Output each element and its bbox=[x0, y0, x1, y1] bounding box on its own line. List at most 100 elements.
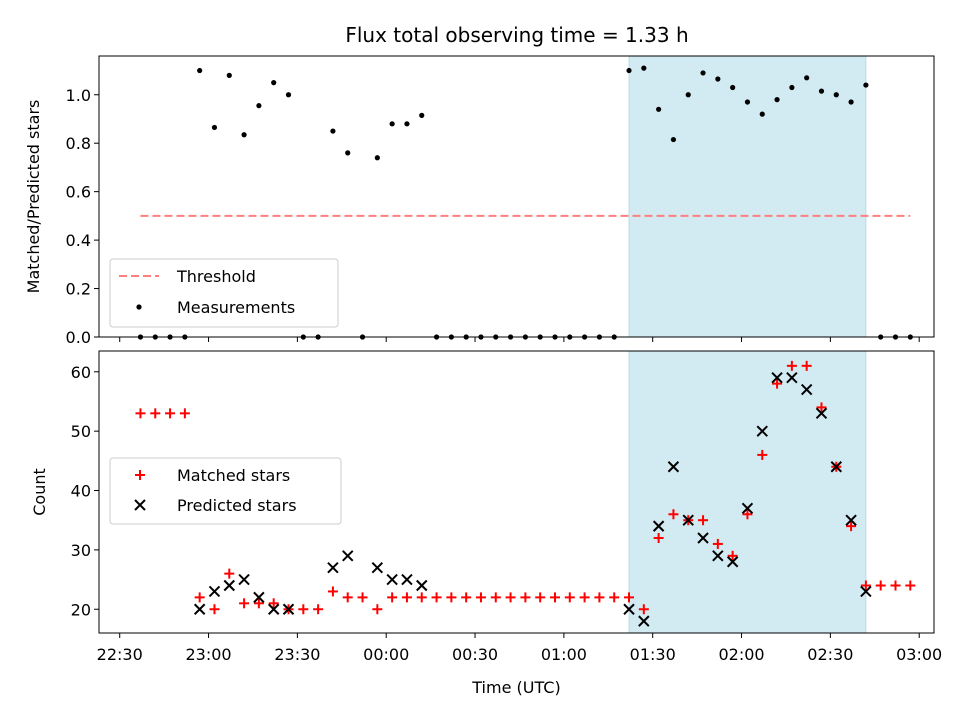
ratio-shaded-region bbox=[628, 55, 867, 338]
predicted-star-point-22-b bbox=[756, 425, 768, 437]
predicted-star-point-17 bbox=[682, 514, 694, 526]
matched-star-point-19 bbox=[416, 592, 427, 603]
matched-star-point-16 bbox=[372, 604, 383, 615]
measurement-point-48 bbox=[848, 99, 854, 105]
measurement-point-4 bbox=[197, 67, 203, 74]
matched-star-point-40 bbox=[727, 550, 738, 561]
predicted-star-point-5 bbox=[267, 603, 280, 615]
count-ytick-label-3: 50 bbox=[71, 422, 91, 441]
bot-legend-box bbox=[109, 457, 342, 525]
time-x-axis-label: Time (UTC) bbox=[471, 678, 560, 697]
predicted-star-point-1-b bbox=[208, 585, 221, 598]
count-y-axis: 20 30 40 50 60 bbox=[71, 363, 99, 619]
measurement-point-10 bbox=[285, 92, 292, 98]
count-ytick-label-2: 40 bbox=[71, 482, 91, 501]
matched-star-point-33 bbox=[624, 592, 635, 603]
predicted-star-point-15 bbox=[652, 520, 665, 532]
measurement-point-38 bbox=[700, 70, 706, 76]
predicted-star-point-12 bbox=[416, 579, 428, 592]
predicted-star-point-5-b bbox=[267, 603, 280, 615]
matched-star-point-26 bbox=[520, 592, 531, 603]
matched-star-point-25 bbox=[505, 592, 516, 603]
count-ytick-label-4: 60 bbox=[71, 363, 91, 382]
legend-matched-label: Matched stars bbox=[177, 466, 290, 485]
count-series-layer bbox=[135, 360, 916, 627]
measurement-point-14 bbox=[345, 150, 351, 156]
predicted-star-point-8-b bbox=[342, 550, 354, 562]
predicted-star-point-25-b bbox=[800, 383, 813, 396]
matched-star-point-41 bbox=[742, 509, 753, 520]
legend-predicted-label: Predicted stars bbox=[177, 496, 297, 515]
matched-star-point-30 bbox=[579, 592, 590, 603]
matched-star-point-32 bbox=[609, 592, 620, 603]
matched-star-point-44 bbox=[786, 360, 797, 371]
measurement-point-39 bbox=[715, 76, 721, 82]
predicted-star-point-14 bbox=[638, 615, 650, 627]
ratio-panel: 0.0 0.2 0.4 0.6 0.8 1.0 Matched/Predicted sta… bbox=[24, 55, 935, 347]
predicted-star-point-22 bbox=[756, 425, 768, 437]
matched-star-point-5 bbox=[209, 604, 220, 615]
predicted-star-point-24 bbox=[786, 372, 798, 384]
matched-star-point-51 bbox=[890, 580, 901, 591]
measurement-point-43 bbox=[774, 97, 780, 103]
predicted-star-point-13-b bbox=[623, 603, 635, 615]
matched-star-point-23 bbox=[475, 592, 486, 603]
measurement-point-34 bbox=[641, 65, 647, 71]
time-xtick-label-5: 01:00 bbox=[541, 645, 587, 664]
count-panel: 20 30 40 50 60 22:30 23:00 23:30 00:00 00:30 01:0… bbox=[30, 350, 942, 697]
time-xtick-label-4: 00:30 bbox=[452, 645, 498, 664]
ratio-ytick-label-0: 0.0 bbox=[66, 328, 91, 347]
matched-star-point-4 bbox=[194, 592, 205, 603]
measurement-point-33 bbox=[626, 67, 632, 74]
predicted-star-point-26 bbox=[815, 407, 828, 420]
measurement-point-13 bbox=[330, 128, 336, 134]
predicted-star-point-1 bbox=[208, 585, 221, 598]
time-xtick-label-2: 23:30 bbox=[274, 645, 320, 664]
measurement-point-7 bbox=[241, 132, 247, 138]
measurement-point-18 bbox=[404, 121, 410, 127]
matched-star-point-29 bbox=[564, 592, 575, 603]
predicted-star-point-15-b bbox=[652, 520, 665, 532]
predicted-star-point-6 bbox=[282, 603, 295, 615]
predicted-star-point-9 bbox=[371, 561, 384, 574]
ratio-ytick-label-4: 0.8 bbox=[66, 134, 91, 153]
matched-star-point-0 bbox=[135, 408, 146, 419]
measurement-point-9 bbox=[271, 80, 277, 86]
time-xtick-label-0: 22:30 bbox=[97, 645, 143, 664]
predicted-star-point-3-b bbox=[238, 573, 250, 586]
matched-star-point-50 bbox=[875, 580, 886, 591]
matched-star-point-31 bbox=[594, 592, 605, 603]
time-xtick-label-7: 02:00 bbox=[718, 645, 764, 664]
matched-star-point-1 bbox=[150, 408, 161, 419]
predicted-star-point-21-b bbox=[741, 502, 754, 515]
matched-star-point-13 bbox=[327, 586, 338, 597]
predicted-star-point-10-b bbox=[386, 573, 398, 586]
predicted-star-point-17-b bbox=[682, 514, 694, 526]
predicted-star-point-6-b bbox=[282, 603, 295, 615]
predicted-star-point-7 bbox=[327, 561, 339, 574]
count-legend: Matched stars Predicted stars bbox=[109, 457, 342, 525]
matched-star-point-36 bbox=[668, 509, 679, 520]
legend-predicted-swatch-b bbox=[134, 499, 146, 511]
measurement-point-42 bbox=[759, 111, 765, 117]
predicted-star-point-2 bbox=[223, 579, 235, 592]
measurement-point-46 bbox=[818, 88, 825, 94]
predicted-star-point-7-b bbox=[327, 561, 339, 574]
predicted-star-point-20-b bbox=[726, 556, 739, 568]
predicted-star-point-19-b bbox=[712, 550, 724, 562]
top-legend-box bbox=[109, 258, 339, 328]
matched-star-point-39 bbox=[712, 538, 723, 549]
measurement-point-40 bbox=[730, 84, 736, 91]
predicted-star-point-21 bbox=[741, 502, 754, 515]
measurement-point-41 bbox=[744, 99, 751, 105]
predicted-star-point-29 bbox=[860, 585, 872, 598]
matched-star-point-6 bbox=[224, 568, 235, 579]
matched-star-point-7 bbox=[239, 598, 250, 609]
predicted-star-point-28-b bbox=[845, 514, 857, 526]
matched-star-point-46 bbox=[816, 402, 827, 413]
measurement-point-8 bbox=[256, 103, 262, 109]
ratio-legend: Threshold Measurements bbox=[109, 258, 339, 328]
predicted-star-point-27-b bbox=[830, 461, 842, 473]
predicted-star-point-4 bbox=[253, 591, 265, 604]
legend-measurements-swatch bbox=[136, 304, 142, 310]
